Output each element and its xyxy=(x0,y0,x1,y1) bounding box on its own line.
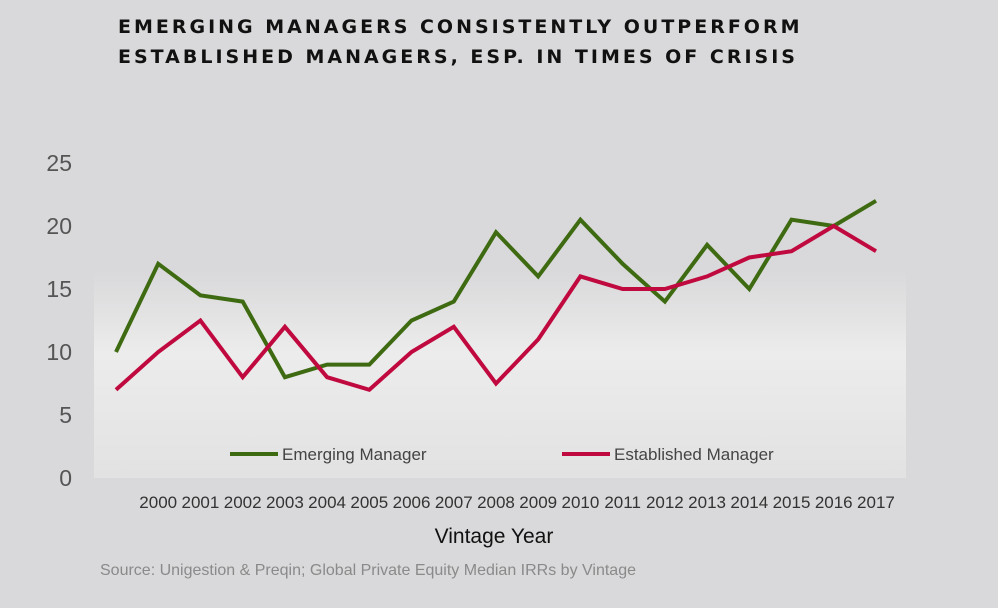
x-tick-label: 2000 xyxy=(139,493,177,512)
x-tick-label: 2013 xyxy=(688,493,726,512)
series-line-emerging-manager xyxy=(114,199,878,380)
legend-label: Emerging Manager xyxy=(282,445,427,464)
x-tick-label: 2006 xyxy=(393,493,431,512)
y-tick-label: 10 xyxy=(46,339,72,365)
x-tick-label: 2001 xyxy=(182,493,220,512)
x-tick-label: 2014 xyxy=(730,493,768,512)
y-tick-label: 25 xyxy=(46,150,72,176)
chart-title-line-2: ESTABLISHED MANAGERS, ESP. IN TIMES OF C… xyxy=(118,46,798,68)
chart-title-line-1: EMERGING MANAGERS CONSISTENTLY OUTPERFOR… xyxy=(118,16,803,38)
x-tick-label: 2012 xyxy=(646,493,684,512)
x-tick-label: 2003 xyxy=(266,493,304,512)
y-tick-label: 5 xyxy=(59,402,72,428)
y-tick-label: 20 xyxy=(46,213,72,239)
x-tick-label: 2015 xyxy=(773,493,811,512)
chart-title: EMERGING MANAGERS CONSISTENTLY OUTPERFOR… xyxy=(118,12,803,72)
plot-area xyxy=(94,270,906,478)
y-tick-label: 15 xyxy=(46,276,72,302)
series-line-established-manager xyxy=(114,223,878,393)
x-axis-label: Vintage Year xyxy=(435,525,554,548)
x-tick-label: 2017 xyxy=(857,493,895,512)
x-tick-label: 2016 xyxy=(815,493,853,512)
x-tick-label: 2009 xyxy=(519,493,557,512)
x-tick-label: 2010 xyxy=(562,493,600,512)
x-tick-label: 2007 xyxy=(435,493,473,512)
x-tick-label: 2005 xyxy=(350,493,388,512)
x-tick-label: 2008 xyxy=(477,493,515,512)
y-tick-label: 0 xyxy=(59,465,72,491)
x-tick-label: 2002 xyxy=(224,493,262,512)
legend-label: Established Manager xyxy=(614,445,774,464)
x-tick-label: 2004 xyxy=(308,493,346,512)
x-tick-label: 2011 xyxy=(604,493,641,512)
source-note: Source: Unigestion & Preqin; Global Priv… xyxy=(100,562,636,579)
